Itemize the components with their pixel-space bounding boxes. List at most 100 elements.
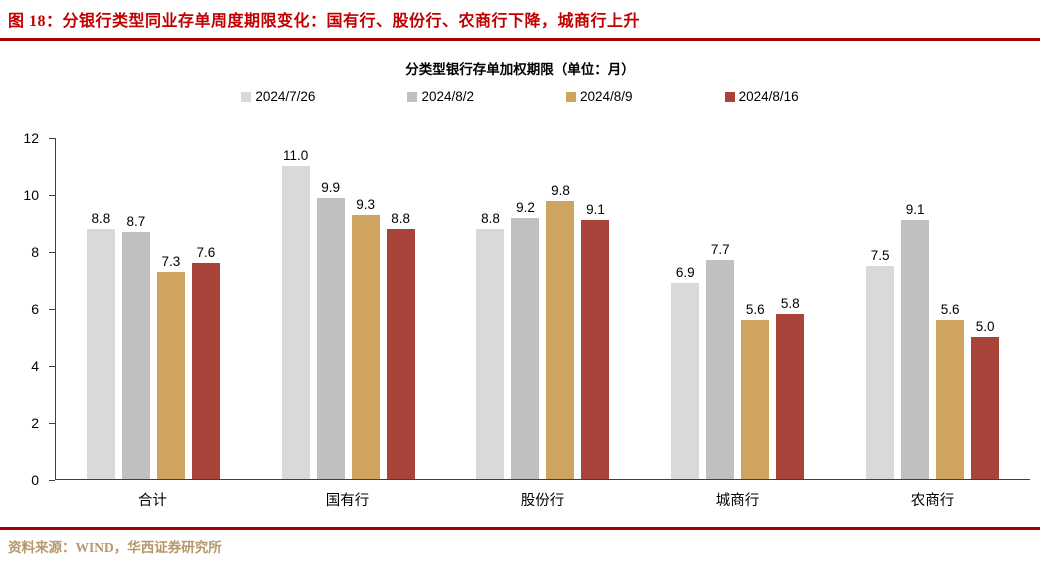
bar: 9.2 bbox=[511, 138, 540, 479]
bar: 11.0 bbox=[281, 138, 310, 479]
bar: 9.3 bbox=[351, 138, 380, 479]
source-note: 资料来源：WIND，华西证券研究所 bbox=[8, 540, 222, 555]
y-tick-mark bbox=[49, 422, 55, 425]
bar-group: 8.8 9.2 9.8 9.1 bbox=[446, 138, 641, 479]
bar-value-label: 5.0 bbox=[975, 318, 995, 334]
bar-value-label: 8.7 bbox=[126, 213, 146, 229]
bar-rect bbox=[741, 319, 770, 479]
bar-value-label: 9.9 bbox=[321, 179, 341, 195]
x-category-label: 城商行 bbox=[715, 493, 760, 509]
legend-item: 2024/7/26 bbox=[241, 89, 315, 104]
bar-rect bbox=[281, 166, 310, 479]
bar-group: 6.9 7.7 5.6 5.8 bbox=[640, 138, 835, 479]
bar-rect bbox=[936, 319, 965, 479]
legend-item: 2024/8/16 bbox=[724, 89, 799, 104]
x-category-label: 国有行 bbox=[325, 493, 370, 509]
y-tick-label: 4 bbox=[31, 358, 39, 375]
bar: 6.9 bbox=[671, 138, 700, 479]
bar-value-label: 7.5 bbox=[870, 247, 890, 263]
bar-rect bbox=[776, 314, 805, 479]
y-tick-mark bbox=[49, 365, 55, 368]
legend-swatch-icon bbox=[407, 91, 418, 102]
bar-value-label: 6.9 bbox=[675, 264, 695, 280]
bar-rect bbox=[671, 282, 700, 479]
bar-rect bbox=[511, 217, 540, 479]
bar: 8.7 bbox=[121, 138, 150, 479]
y-tick-mark bbox=[49, 251, 55, 254]
y-tick-label: 12 bbox=[23, 130, 39, 146]
legend-label: 2024/8/9 bbox=[580, 89, 633, 104]
bar-group: 7.5 9.1 5.6 5.0 bbox=[835, 138, 1030, 479]
bar: 5.8 bbox=[776, 138, 805, 479]
bar-value-label: 8.8 bbox=[481, 210, 500, 226]
bar-value-label: 5.6 bbox=[940, 301, 960, 317]
bar-value-label: 7.7 bbox=[710, 242, 730, 258]
y-tick-mark bbox=[49, 194, 55, 196]
bar-value-label: 8.8 bbox=[391, 210, 411, 226]
y-tick-mark bbox=[49, 479, 55, 481]
bar-rect bbox=[351, 214, 380, 479]
y-tick-label: 8 bbox=[31, 244, 39, 261]
bar-rect bbox=[121, 231, 150, 479]
bar: 5.6 bbox=[936, 138, 965, 479]
y-tick-mark bbox=[49, 308, 55, 310]
bar: 8.8 bbox=[86, 138, 115, 479]
bar-value-label: 5.6 bbox=[745, 301, 765, 317]
x-category-label: 农商行 bbox=[910, 493, 955, 509]
bar-value-label: 9.1 bbox=[586, 202, 605, 218]
bar: 7.6 bbox=[191, 138, 220, 479]
bar-rect bbox=[866, 265, 895, 479]
bar-value-label: 7.6 bbox=[196, 245, 216, 261]
bar: 9.1 bbox=[581, 138, 610, 479]
bar-rect bbox=[316, 197, 345, 479]
bar-value-label: 11.0 bbox=[283, 148, 309, 164]
bar: 7.5 bbox=[866, 138, 895, 479]
bar-value-label: 9.8 bbox=[551, 182, 570, 198]
bar: 9.1 bbox=[901, 138, 930, 479]
legend-label: 2024/7/26 bbox=[255, 89, 316, 104]
bar-value-label: 9.1 bbox=[905, 202, 925, 218]
bar-rect bbox=[581, 220, 610, 479]
x-category-label: 合计 bbox=[138, 493, 167, 509]
y-tick-label: 0 bbox=[31, 472, 39, 488]
legend: 2024/7/26 2024/8/2 2024/8/9 2024/8/16 bbox=[0, 89, 1040, 104]
bar-rect bbox=[86, 228, 115, 479]
legend-item: 2024/8/2 bbox=[407, 89, 474, 104]
bar: 5.6 bbox=[741, 138, 770, 479]
bar-rect bbox=[476, 228, 505, 479]
bar-rect bbox=[191, 263, 220, 479]
bar: 8.8 bbox=[476, 138, 505, 479]
y-tick-label: 10 bbox=[23, 187, 39, 203]
legend-label: 2024/8/16 bbox=[738, 89, 799, 104]
bar: 7.7 bbox=[706, 138, 735, 479]
chart-title: 分类型银行存单加权期限（单位：月） bbox=[405, 62, 635, 77]
bar: 7.3 bbox=[156, 138, 185, 479]
y-tick-mark bbox=[49, 137, 55, 139]
bar-rect bbox=[156, 271, 185, 479]
bar-value-label: 5.8 bbox=[780, 296, 800, 312]
plot-area: 8.8 8.7 7.3 7.6 11.0 9.9 9.3 8.8 8.8 9.2 9.8 9.1 6.9… bbox=[55, 138, 1030, 480]
legend-label: 2024/8/2 bbox=[421, 89, 474, 104]
footer-divider bbox=[0, 527, 1040, 530]
legend-item: 2024/8/9 bbox=[566, 89, 633, 104]
legend-swatch-icon bbox=[566, 91, 576, 102]
legend-swatch-icon bbox=[241, 91, 252, 102]
bar-rect bbox=[971, 336, 1000, 479]
bar-value-label: 7.3 bbox=[161, 253, 181, 269]
y-axis: 0 2 4 6 8 10 12 bbox=[0, 130, 55, 488]
legend-swatch-icon bbox=[724, 91, 735, 102]
bar-rect bbox=[386, 228, 415, 479]
bar-group: 8.8 8.7 7.3 7.6 bbox=[56, 138, 251, 479]
bar-value-label: 9.2 bbox=[516, 199, 535, 215]
bar: 9.8 bbox=[546, 138, 575, 479]
y-tick-label: 6 bbox=[31, 301, 39, 317]
bar-value-label: 9.3 bbox=[356, 196, 376, 212]
bar-value-label: 8.8 bbox=[91, 210, 111, 226]
bar-rect bbox=[546, 200, 575, 479]
bar: 9.9 bbox=[316, 138, 345, 479]
figure-title: 图 18：分银行类型同业存单周度期限变化：国有行、股份行、农商行下降，城商行上升 bbox=[8, 13, 641, 30]
bar-group: 11.0 9.9 9.3 8.8 bbox=[251, 138, 446, 479]
bar: 5.0 bbox=[971, 138, 1000, 479]
title-divider bbox=[0, 38, 1040, 41]
